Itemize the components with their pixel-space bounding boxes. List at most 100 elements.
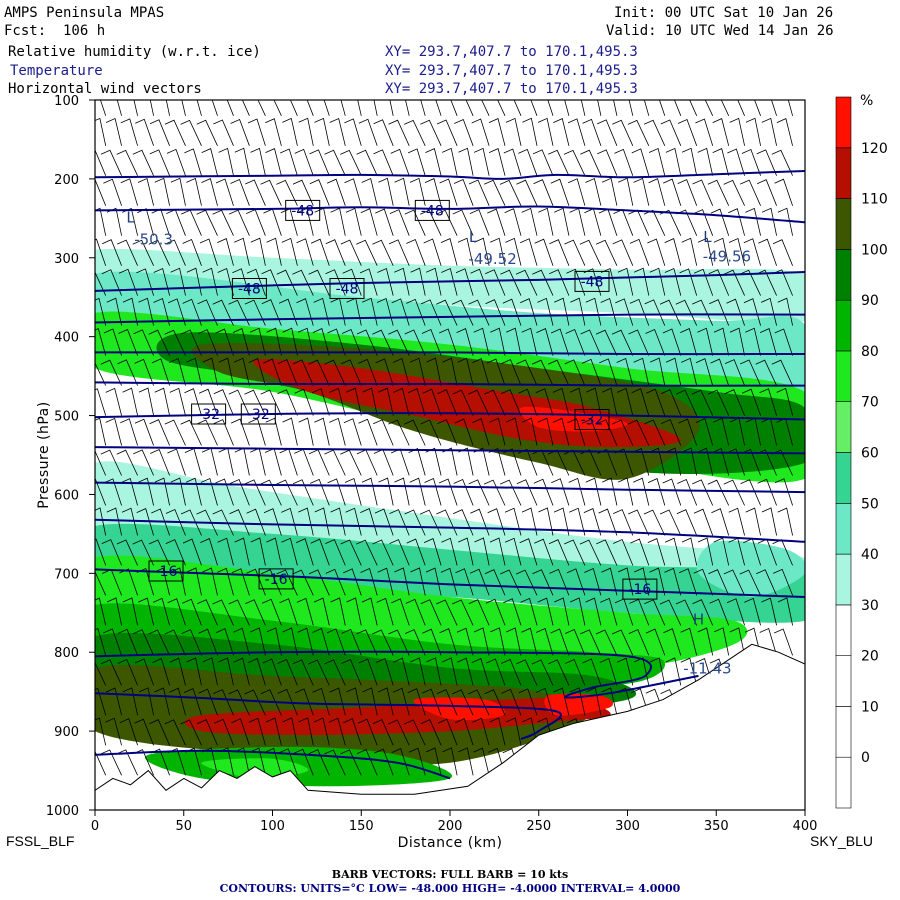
wind-barb-556 — [469, 209, 490, 236]
wind-barb-521 — [441, 537, 458, 566]
wind-barb-903 — [708, 269, 730, 296]
wind-barb-765 — [617, 267, 634, 296]
wind-barb-331 — [308, 359, 330, 386]
wind-barb-44 — [105, 717, 122, 746]
wind-barb-95 — [154, 177, 170, 206]
wind-barb-16 — [95, 569, 107, 596]
wind-barb-484 — [420, 119, 442, 146]
wind-barb-180 — [202, 657, 218, 686]
rh-region-19 — [544, 693, 614, 716]
wind-barb-925 — [728, 237, 745, 266]
wind-barb-84 — [132, 539, 154, 566]
wind-barb-93 — [149, 119, 170, 146]
wind-barb-406 — [356, 539, 378, 566]
wind-barb-834 — [664, 267, 682, 296]
wind-barb-546 — [452, 599, 474, 626]
contour-label-box-7 — [574, 409, 610, 430]
isotherm-7 — [95, 446, 805, 455]
wind-barb-720 — [585, 297, 602, 326]
wind-barb-890 — [693, 568, 714, 596]
wind-barb-488 — [423, 238, 442, 266]
colorbar-label-7: 70 — [861, 395, 879, 411]
wind-barb-379 — [343, 418, 362, 446]
wind-barb-435 — [372, 719, 394, 746]
wind-barb-222 — [234, 537, 250, 566]
colorbar-label-10: 100 — [861, 242, 888, 258]
wind-barb-580 — [490, 237, 506, 266]
wind-barb-659 — [534, 538, 554, 566]
wind-barb-493 — [422, 388, 442, 416]
wind-barb-687 — [553, 687, 570, 716]
contour-label-box-4 — [574, 270, 610, 292]
colorbar-band-10 — [835, 249, 852, 301]
wind-barb-249 — [248, 658, 266, 686]
wind-barb-555 — [468, 179, 490, 206]
wind-barb-453 — [394, 567, 410, 596]
wind-barb-200 — [217, 567, 234, 596]
wind-barb-146 — [181, 329, 202, 356]
wind-barb-353 — [327, 328, 346, 356]
wind-barb-668 — [553, 118, 570, 146]
wind-barb-959 — [739, 569, 761, 596]
wind-barb-697 — [570, 297, 586, 326]
wind-barb-741 — [595, 239, 618, 266]
wind-barb-452 — [389, 539, 410, 566]
wind-barb-260 — [261, 299, 282, 326]
wind-barb-446 — [392, 357, 410, 386]
extremum-marker-0: L — [126, 208, 135, 226]
wind-barb-14 — [95, 507, 107, 536]
wind-barb-770 — [611, 419, 634, 446]
wind-barb-547 — [456, 627, 474, 656]
colorbar-band-3 — [835, 604, 852, 657]
wind-barb-906 — [710, 358, 730, 386]
wind-barb-504 — [420, 719, 442, 746]
wind-barb-217 — [228, 389, 250, 416]
wind-barb-314 — [295, 538, 314, 566]
wind-barb-4 — [95, 207, 107, 236]
wind-barb-360 — [325, 539, 346, 566]
wind-barb-812 — [644, 299, 666, 326]
wind-barb-880 — [693, 268, 714, 296]
wind-barb-54 — [118, 328, 138, 356]
wind-barb-29 — [101, 269, 122, 296]
wind-barb-470 — [407, 388, 426, 416]
wind-barb-753 — [600, 597, 618, 626]
wind-barb-709 — [565, 658, 586, 686]
field-3-xy: XY= 293.7,407.7 to 170.1,495.3 — [385, 81, 638, 97]
wind-barb-756 — [601, 687, 618, 716]
wind-barb-492 — [426, 357, 442, 386]
wind-barb-487 — [420, 209, 442, 236]
wind-barb-454 — [391, 598, 410, 626]
y-tick-label-4: 500 — [54, 410, 79, 425]
wind-barb-1005 — [773, 568, 793, 596]
wind-barb-841 — [662, 478, 682, 506]
wind-barb-892 — [697, 627, 714, 656]
wind-barb-818 — [647, 478, 666, 506]
wind-barb-710 — [569, 687, 586, 716]
wind-barb-535 — [455, 268, 474, 296]
wind-barb-145 — [182, 298, 202, 326]
wind-barb-760 — [612, 119, 634, 146]
wind-barb-208 — [230, 118, 250, 146]
wind-barb-807 — [648, 147, 666, 176]
wind-barb-612 — [504, 507, 522, 536]
contour-label-box-6 — [240, 403, 276, 425]
wind-barb-458 — [388, 719, 410, 746]
wind-barb-816 — [644, 419, 666, 446]
wind-barb-889 — [697, 537, 714, 566]
wind-barb-462 — [407, 148, 426, 176]
wind-barb-878 — [693, 209, 714, 236]
colorbar-label-3: 30 — [861, 598, 879, 614]
wind-barb-681 — [553, 507, 570, 536]
wind-barb-907 — [707, 389, 730, 416]
wind-barb-274 — [265, 717, 282, 746]
wind-barb-767 — [611, 329, 634, 356]
wind-barb-125 — [169, 387, 186, 416]
wind-barb-224 — [228, 599, 250, 626]
wind-barb-506 — [437, 100, 458, 116]
wind-barb-731 — [580, 629, 602, 656]
wind-barb-89 — [138, 687, 154, 716]
y-tick-label-5: 600 — [54, 488, 79, 503]
wind-barb-356 — [329, 417, 346, 446]
wind-barb-163 — [201, 148, 218, 176]
